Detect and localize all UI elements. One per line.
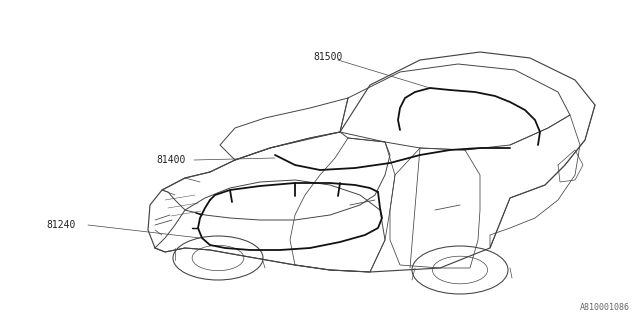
Text: 81400: 81400 [156,155,186,165]
Text: A810001086: A810001086 [580,303,630,312]
Text: 81500: 81500 [313,52,342,62]
Text: 81240: 81240 [46,220,76,230]
